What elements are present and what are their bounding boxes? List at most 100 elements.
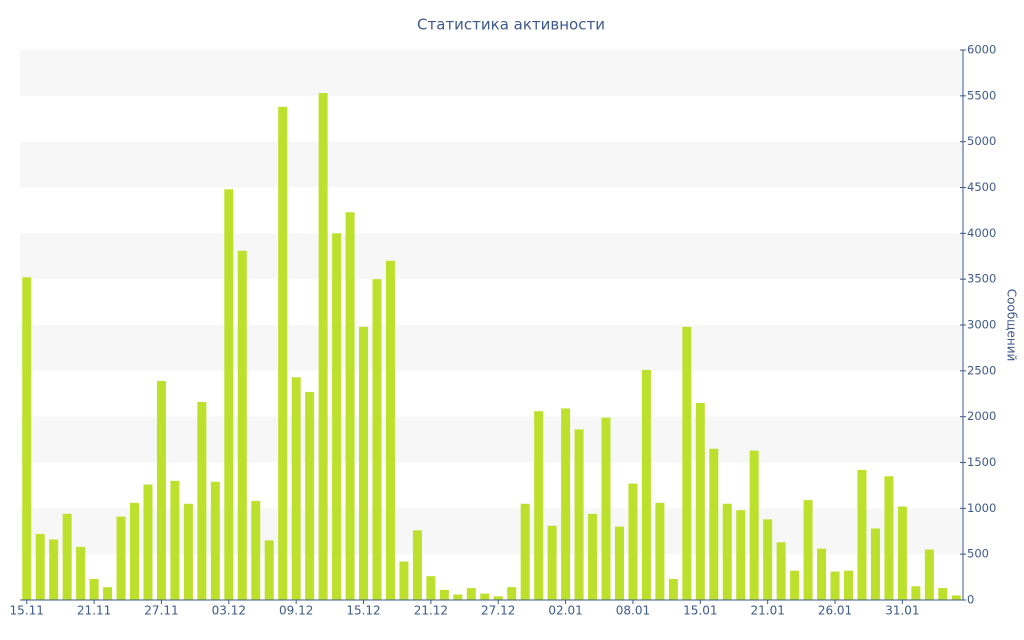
bar bbox=[130, 502, 140, 600]
x-tick-label: 03.12 bbox=[212, 604, 246, 618]
bar bbox=[857, 469, 867, 600]
grid-band bbox=[20, 416, 963, 463]
bar bbox=[35, 534, 45, 600]
bar bbox=[385, 260, 395, 600]
x-tick-label: 02.01 bbox=[548, 604, 582, 618]
bar bbox=[399, 561, 409, 600]
bar bbox=[116, 516, 126, 600]
grid-band bbox=[20, 50, 963, 96]
y-tick-label: 0 bbox=[967, 593, 974, 607]
bar bbox=[22, 277, 32, 600]
bar bbox=[641, 369, 651, 600]
y-tick-label: 6000 bbox=[967, 43, 996, 57]
bar bbox=[830, 571, 840, 600]
bar bbox=[76, 546, 86, 600]
bar bbox=[210, 481, 220, 600]
y-tick-label: 1000 bbox=[967, 501, 996, 515]
bar bbox=[466, 588, 476, 600]
bar bbox=[749, 450, 759, 600]
y-tick-label: 4000 bbox=[967, 226, 996, 240]
bar bbox=[89, 578, 99, 600]
bar bbox=[763, 519, 773, 600]
bar bbox=[197, 402, 207, 600]
grid-band bbox=[20, 141, 963, 188]
bar bbox=[601, 417, 611, 600]
bar bbox=[668, 578, 678, 600]
bar bbox=[897, 506, 907, 600]
bar bbox=[278, 106, 288, 600]
bar bbox=[143, 484, 153, 600]
bar bbox=[237, 250, 247, 600]
bar bbox=[345, 212, 355, 600]
bar bbox=[251, 501, 261, 600]
bar bbox=[62, 513, 72, 600]
y-tick-label: 5500 bbox=[967, 88, 996, 102]
y-tick-label: 1500 bbox=[967, 455, 996, 469]
chart-title: Статистика активности bbox=[417, 16, 605, 34]
bar bbox=[49, 539, 59, 600]
x-tick-label: 21.01 bbox=[750, 604, 784, 618]
x-tick-label: 15.01 bbox=[683, 604, 717, 618]
x-tick-label: 27.11 bbox=[144, 604, 178, 618]
y-tick-label: 3000 bbox=[967, 318, 996, 332]
x-tick-label: 31.01 bbox=[885, 604, 919, 618]
x-tick-label: 26.01 bbox=[818, 604, 852, 618]
bar bbox=[426, 576, 436, 600]
bar bbox=[412, 530, 422, 600]
bar bbox=[843, 570, 853, 600]
y-tick-label: 2500 bbox=[967, 363, 996, 377]
bar bbox=[884, 476, 894, 600]
y-tick-label: 5000 bbox=[967, 134, 996, 148]
bar bbox=[103, 587, 113, 600]
bar bbox=[439, 589, 449, 600]
bar bbox=[318, 93, 328, 600]
bar bbox=[264, 540, 274, 600]
bar bbox=[156, 380, 166, 600]
bar bbox=[534, 411, 544, 600]
bar bbox=[911, 586, 921, 600]
bar bbox=[588, 513, 598, 600]
bar bbox=[803, 500, 813, 600]
bar bbox=[628, 483, 638, 600]
bar bbox=[480, 593, 490, 600]
bar bbox=[951, 595, 961, 600]
bar bbox=[305, 391, 315, 600]
y-tick-label: 2000 bbox=[967, 409, 996, 423]
bar bbox=[790, 570, 800, 600]
x-tick-label: 15.11 bbox=[10, 604, 44, 618]
x-tick-label: 21.12 bbox=[414, 604, 448, 618]
bar bbox=[359, 326, 369, 600]
y-axis-label: Сообщений bbox=[1005, 289, 1019, 362]
bar bbox=[547, 525, 557, 600]
y-tick-label: 3500 bbox=[967, 272, 996, 286]
bar bbox=[183, 503, 193, 600]
bar bbox=[493, 596, 503, 600]
bar bbox=[817, 548, 827, 600]
bar bbox=[722, 503, 732, 600]
bar bbox=[938, 588, 948, 600]
bar bbox=[695, 402, 705, 600]
bar bbox=[170, 480, 180, 600]
bar bbox=[736, 510, 746, 600]
bar bbox=[870, 528, 880, 600]
bar bbox=[520, 503, 530, 600]
bar bbox=[453, 594, 463, 600]
x-tick-label: 09.12 bbox=[279, 604, 313, 618]
y-tick-label: 500 bbox=[967, 547, 989, 561]
bar bbox=[682, 326, 692, 600]
bar bbox=[507, 587, 517, 600]
bar bbox=[332, 233, 342, 601]
bar bbox=[372, 279, 382, 600]
bar bbox=[776, 542, 786, 600]
bar bbox=[224, 189, 234, 601]
bar bbox=[614, 526, 624, 600]
bar bbox=[574, 429, 584, 600]
bar bbox=[655, 502, 665, 600]
bar bbox=[291, 377, 301, 600]
y-tick-label: 4500 bbox=[967, 180, 996, 194]
bar bbox=[561, 408, 571, 600]
x-tick-label: 21.11 bbox=[77, 604, 111, 618]
bar bbox=[709, 448, 719, 600]
grid-band bbox=[20, 325, 963, 371]
